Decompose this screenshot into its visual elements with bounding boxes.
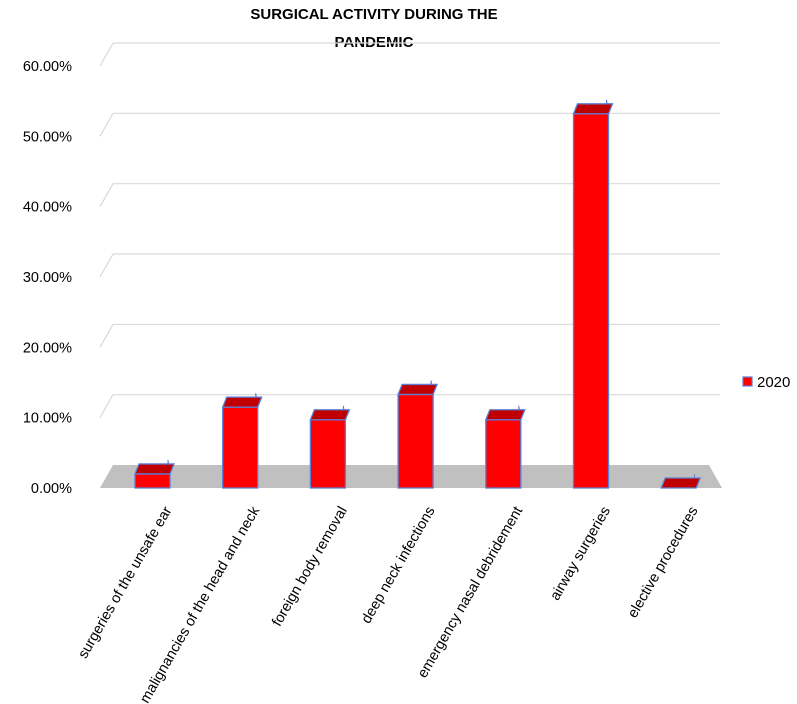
x-category-label: deep neck infections (359, 504, 439, 626)
bar (660, 473, 702, 489)
gridline-depth (99, 324, 114, 348)
legend-label: 2020 (757, 374, 790, 391)
y-tick-label: 10.00% (23, 411, 72, 427)
x-category-label: airway surgeries (547, 504, 614, 603)
gridline-depth (99, 113, 114, 137)
x-category-label: surgeries of the unsafe ear (75, 504, 175, 662)
bar-front-face (485, 419, 522, 489)
bar (309, 405, 351, 489)
bar (134, 459, 175, 489)
y-tick-label: 60.00% (23, 59, 72, 75)
x-category-label: emergency nasal debridement (415, 504, 526, 681)
bar-top-face (134, 463, 175, 475)
bar (484, 405, 526, 489)
bar-top-face (309, 409, 351, 421)
bar-front-face (134, 473, 171, 489)
bar-front-face (222, 406, 259, 489)
y-tick-label: 40.00% (23, 200, 72, 216)
gridline-depth (99, 183, 114, 207)
gridline-depth (99, 42, 114, 67)
chart-title: SURGICAL ACTIVITY DURING THE PANDEMIC (250, 6, 497, 51)
bar-top-face (397, 383, 439, 396)
x-axis-category-labels: surgeries of the unsafe earmalignancies … (75, 503, 701, 704)
y-tick-label: 30.00% (23, 270, 72, 286)
legend: 2020 (742, 374, 790, 391)
x-category-label: elective procedures (625, 504, 702, 621)
legend-swatch (742, 376, 753, 387)
gridlines (99, 42, 720, 418)
bar-top-face (484, 409, 526, 421)
bar-series-2020 (134, 99, 702, 489)
bar (397, 380, 439, 489)
bar-front-face (572, 113, 610, 489)
bar-top-face (660, 477, 702, 489)
bar (221, 393, 263, 489)
gridline-depth (99, 253, 114, 278)
bar-top-face (221, 396, 263, 408)
y-tick-label: 20.00% (23, 340, 72, 356)
chart-title-line-1: SURGICAL ACTIVITY DURING THE (250, 6, 497, 23)
y-tick-label: 0.00% (31, 481, 72, 497)
y-tick-label: 50.00% (23, 129, 72, 145)
bar-top-face (572, 103, 614, 115)
x-category-label: foreign body removal (269, 504, 351, 629)
bar (572, 99, 614, 489)
gridline-depth (99, 394, 114, 418)
bar-front-face (309, 419, 347, 489)
bar-front-face (397, 393, 434, 489)
y-axis-tick-labels: 0.00% 10.00% 20.00% 30.00% 40.00% 50.00% 60.00… (23, 59, 72, 497)
